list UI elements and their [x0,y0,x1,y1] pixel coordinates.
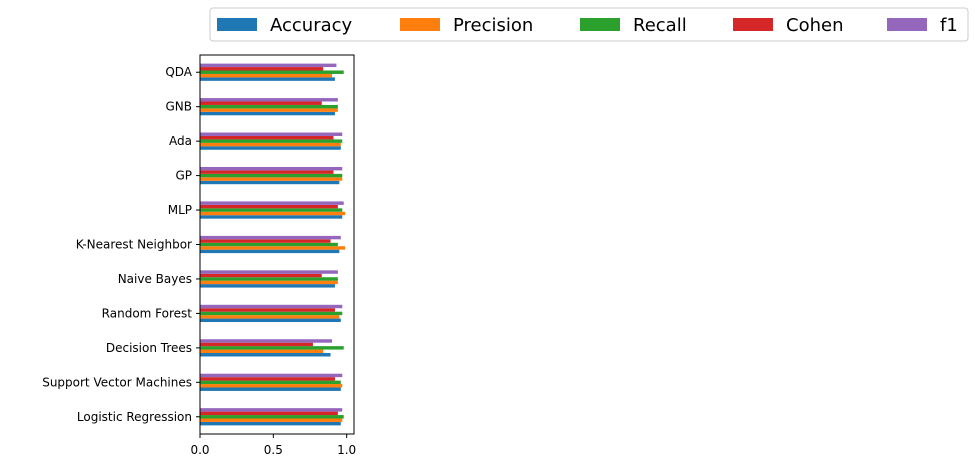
x-axis-ticks: 0.0 0.5 1.0 [190,434,356,457]
bar-accuracy-2 [200,353,331,357]
bar-recall-10 [200,70,344,74]
x-tick-label: 1.0 [337,443,356,457]
bar-precision-1 [200,384,343,388]
y-tick-label: Random Forest [102,306,193,320]
bar-recall-9 [200,104,338,109]
bar-precision-0 [200,418,343,422]
legend-swatch-recall [580,18,620,31]
bar-recall-7 [200,173,343,178]
bar-cohen-1 [200,377,335,381]
y-tick-label: MLP [168,203,192,217]
bar-precision-10 [200,73,332,78]
y-tick-label: Support Vector Machines [42,375,192,389]
bar-precision-4 [200,280,338,285]
bar-cohen-5 [200,239,331,243]
bar-cohen-10 [200,67,324,71]
bar-accuracy-7 [200,180,340,185]
bar-cohen-2 [200,342,313,347]
legend-label-accuracy: Accuracy [270,15,353,36]
bar-recall-4 [200,277,338,281]
legend-swatch-f1 [887,18,927,31]
y-tick-label: GP [175,169,192,183]
legend-swatch-precision [400,18,440,31]
bar-f1-4 [200,270,338,274]
y-tick-label: Naive Bayes [118,272,192,286]
bar-precision-9 [200,108,338,112]
y-axis-ticks: Logistic Regression Support Vector Machin… [42,65,200,424]
bar-f1-8 [200,132,343,136]
bar-recall-0 [200,415,344,419]
y-tick-label: Ada [169,134,192,148]
bar-accuracy-9 [200,111,335,116]
bar-recall-8 [200,139,343,143]
bars-group [200,63,346,426]
axes-frame [199,54,355,435]
legend-swatch-accuracy [217,18,257,31]
y-tick-label: QDA [165,65,192,79]
bar-f1-1 [200,373,343,378]
y-tick-label: Logistic Regression [77,410,192,424]
x-tick-label: 0.5 [264,443,283,457]
bar-f1-10 [200,63,337,68]
legend-swatch-cohen [733,18,773,31]
bar-accuracy-10 [200,77,335,81]
bar-recall-1 [200,380,341,385]
bar-recall-3 [200,311,343,316]
bar-cohen-0 [200,411,338,416]
bar-cohen-4 [200,273,322,278]
bar-accuracy-3 [200,318,341,323]
bar-precision-7 [200,177,343,181]
legend-label-cohen: Cohen [786,15,843,36]
bar-f1-3 [200,304,343,309]
bar-cohen-3 [200,308,335,312]
bar-f1-9 [200,98,338,102]
bar-precision-6 [200,211,346,216]
legend-label-recall: Recall [633,15,687,36]
axes-spines [199,54,355,435]
bar-f1-5 [200,235,341,240]
bar-precision-3 [200,315,340,319]
bar-f1-0 [200,408,343,412]
y-tick-label: Decision Trees [106,341,192,355]
x-tick-label: 0.0 [190,443,209,457]
legend-label-f1: f1 [940,15,958,36]
y-tick-label: GNB [165,100,192,114]
bar-f1-2 [200,339,332,343]
bar-accuracy-4 [200,284,335,288]
bar-precision-5 [200,246,346,250]
bar-recall-6 [200,208,343,212]
bar-recall-5 [200,242,338,247]
bar-accuracy-1 [200,387,341,391]
bar-f1-7 [200,166,343,171]
bar-recall-2 [200,346,344,350]
bar-accuracy-5 [200,249,340,254]
bar-accuracy-8 [200,146,341,150]
legend: Accuracy Precision Recall Cohen f1 [209,7,969,42]
bar-accuracy-6 [200,215,343,219]
bar-cohen-7 [200,170,334,174]
bar-cohen-9 [200,101,322,105]
bar-cohen-6 [200,204,338,209]
bar-precision-2 [200,349,324,354]
legend-label-precision: Precision [453,15,533,36]
bar-cohen-8 [200,135,334,140]
y-tick-label: K-Nearest Neighbor [76,238,192,252]
bar-precision-8 [200,142,341,147]
bar-f1-6 [200,201,344,205]
bar-accuracy-0 [200,421,341,426]
